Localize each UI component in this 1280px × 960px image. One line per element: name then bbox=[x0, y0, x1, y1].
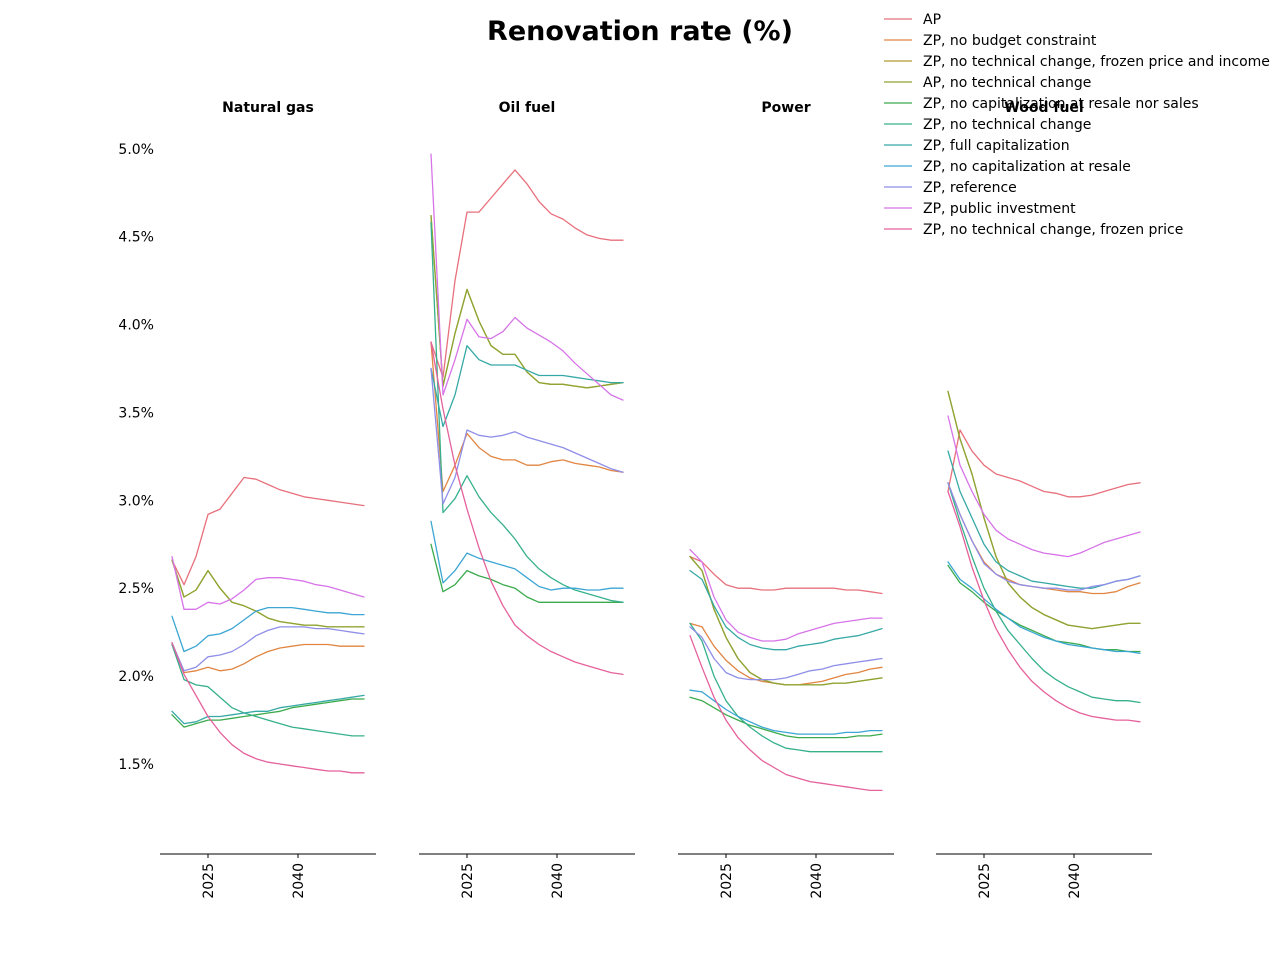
x-tick-label: 2025 bbox=[460, 863, 476, 899]
series-line-8 bbox=[689, 626, 883, 681]
chart-title: Renovation rate (%) bbox=[487, 16, 793, 47]
series-line-8 bbox=[947, 482, 1141, 591]
panel-title: Power bbox=[761, 100, 810, 116]
y-tick-label: 2.0% bbox=[118, 669, 154, 685]
y-tick-label: 4.0% bbox=[118, 318, 154, 334]
legend-label: AP bbox=[923, 12, 941, 28]
series-line-3 bbox=[947, 390, 1141, 630]
panel-oil-fuel: Oil fuel 2025 2040 bbox=[419, 100, 635, 899]
x-tick-label: 2025 bbox=[719, 863, 735, 899]
series-line-2 bbox=[171, 559, 365, 628]
legend-label: ZP, no capitalization at resale bbox=[923, 159, 1131, 175]
series-line-10 bbox=[171, 642, 365, 774]
series-line-1 bbox=[171, 643, 365, 674]
x-tick-label: 2040 bbox=[550, 863, 566, 899]
y-axis: 1.5% 2.0% 2.5% 3.0% 3.5% 4.0% 4.5% 5.0% bbox=[118, 142, 154, 773]
x-tick-label: 2025 bbox=[201, 863, 217, 899]
legend-label: ZP, no budget constraint bbox=[923, 33, 1097, 49]
series-line-1 bbox=[430, 341, 624, 493]
y-tick-label: 4.5% bbox=[118, 230, 154, 246]
legend-label: ZP, no technical change, frozen price an… bbox=[923, 54, 1270, 70]
y-tick-label: 1.5% bbox=[118, 757, 154, 773]
panel-power: Power 2025 2040 bbox=[678, 100, 894, 899]
series-line-9 bbox=[430, 153, 624, 401]
x-tick-label: 2040 bbox=[1067, 863, 1083, 899]
series-line-0 bbox=[947, 429, 1141, 498]
series-line-8 bbox=[430, 367, 624, 505]
series-line-3 bbox=[171, 559, 365, 628]
series-line-4 bbox=[947, 564, 1141, 653]
legend-label: AP, no technical change bbox=[923, 75, 1091, 91]
series-line-1 bbox=[689, 622, 883, 686]
series-line-6 bbox=[430, 345, 624, 428]
series-line-9 bbox=[947, 415, 1141, 558]
legend-label: ZP, no technical change bbox=[923, 117, 1091, 133]
x-tick-label: 2025 bbox=[977, 863, 993, 899]
series-line-0 bbox=[430, 169, 624, 378]
series-line-4 bbox=[430, 543, 624, 603]
series-line-2 bbox=[430, 214, 624, 389]
series-line-7 bbox=[171, 606, 365, 653]
series-line-10 bbox=[689, 635, 883, 792]
series-line-0 bbox=[171, 476, 365, 586]
legend-label: ZP, public investment bbox=[923, 201, 1076, 217]
series-line-10 bbox=[947, 490, 1141, 723]
x-tick-label: 2040 bbox=[291, 863, 307, 899]
series-line-3 bbox=[689, 555, 883, 686]
series-line-4 bbox=[171, 698, 365, 728]
series-line-5 bbox=[947, 482, 1141, 704]
series-line-5 bbox=[689, 622, 883, 753]
series-line-7 bbox=[947, 561, 1141, 654]
series-line-5 bbox=[171, 643, 365, 737]
y-tick-label: 3.5% bbox=[118, 405, 154, 421]
series-line-5 bbox=[430, 221, 624, 603]
series-line-9 bbox=[171, 555, 365, 610]
panel-natural-gas: Natural gas 2025 2040 bbox=[160, 100, 376, 899]
legend-label: ZP, no technical change, frozen price bbox=[923, 222, 1183, 238]
series-line-7 bbox=[689, 689, 883, 735]
series-line-6 bbox=[689, 569, 883, 651]
y-tick-label: 3.0% bbox=[118, 493, 154, 509]
legend: AP ZP, no budget constraint ZP, no technic… bbox=[884, 12, 1270, 238]
legend-label: ZP, full capitalization bbox=[923, 138, 1070, 154]
series-line-6 bbox=[171, 694, 365, 725]
legend-label: ZP, no capitalization at resale nor sale… bbox=[923, 96, 1199, 112]
panel-title: Natural gas bbox=[222, 100, 314, 116]
y-tick-label: 2.5% bbox=[118, 581, 154, 597]
series-line-8 bbox=[171, 626, 365, 672]
series-line-4 bbox=[689, 696, 883, 739]
series-line-10 bbox=[430, 341, 624, 676]
series-line-3 bbox=[430, 214, 624, 389]
y-tick-label: 5.0% bbox=[118, 142, 154, 158]
legend-label: ZP, reference bbox=[923, 180, 1017, 196]
x-tick-label: 2040 bbox=[809, 863, 825, 899]
series-line-0 bbox=[689, 555, 883, 595]
panel-wood-fuel: Wood fuel 2025 2040 bbox=[936, 100, 1152, 899]
panel-title: Oil fuel bbox=[499, 100, 556, 116]
panel-title: Wood fuel bbox=[1004, 100, 1083, 116]
series-line-7 bbox=[430, 520, 624, 591]
series-line-9 bbox=[689, 548, 883, 642]
